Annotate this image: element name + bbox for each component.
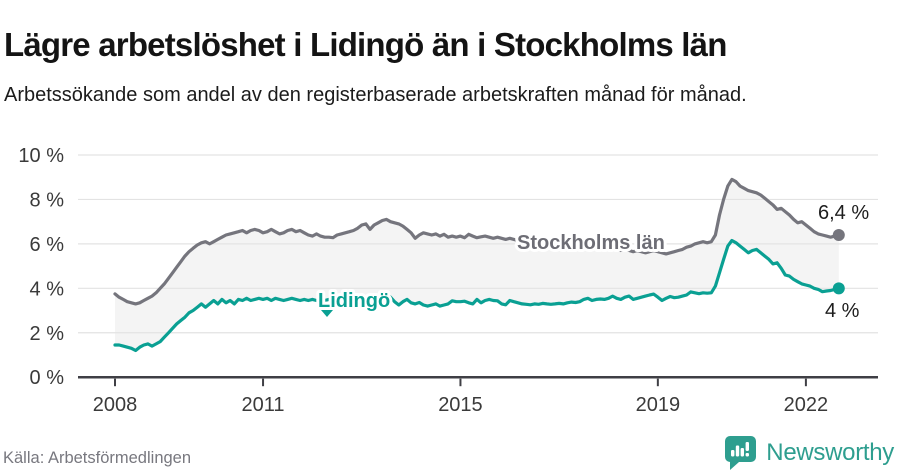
x-tick-label: 2022 (784, 394, 829, 416)
lidingo-label-caret-down-icon (321, 310, 333, 317)
band-between-series (115, 179, 839, 351)
x-tick-label: 2019 (636, 394, 681, 416)
newsworthy-logo: Newsworthy (723, 435, 894, 470)
y-tick-label: 0 % (30, 367, 65, 389)
series-label-lidingo: Lidingö (318, 290, 390, 312)
end-value-lidingo: 4 % (825, 300, 860, 322)
newsworthy-speech-bubble-bar-chart-icon (725, 436, 757, 470)
end-dot-lidingo (832, 282, 845, 295)
logo-bar-medium (740, 448, 745, 457)
y-tick-label: 2 % (30, 323, 65, 345)
series-label-stockholms-lan: Stockholms län (517, 232, 665, 254)
source-note: Källa: Arbetsförmedlingen (3, 449, 192, 467)
y-tick-label: 4 % (30, 278, 65, 300)
x-tick-label: 2015 (438, 394, 483, 416)
logo-exclamation-dot (745, 453, 750, 457)
logo-bar-tall (736, 445, 740, 457)
logo-exclamation-bar (745, 442, 750, 451)
logo-bar-small (731, 450, 735, 457)
series-line-stockholms-lan (113, 177, 841, 306)
x-tick-label: 2011 (242, 394, 285, 416)
brand-wordmark: Newsworthy (766, 438, 894, 466)
x-tick-label: 2008 (93, 394, 138, 416)
page-subtitle: Arbetssökande som andel av den registerb… (4, 84, 747, 106)
y-tick-label: 10 % (18, 145, 64, 167)
page-title: Lägre arbetslöshet i Lidingö än i Stockh… (4, 26, 727, 64)
y-tick-label: 8 % (30, 189, 65, 211)
y-tick-label: 6 % (30, 234, 65, 256)
end-value-stockholms-lan: 6,4 % (818, 202, 869, 224)
end-dot-stockholms-lan (832, 228, 845, 241)
series-line-lidingo (113, 238, 841, 353)
